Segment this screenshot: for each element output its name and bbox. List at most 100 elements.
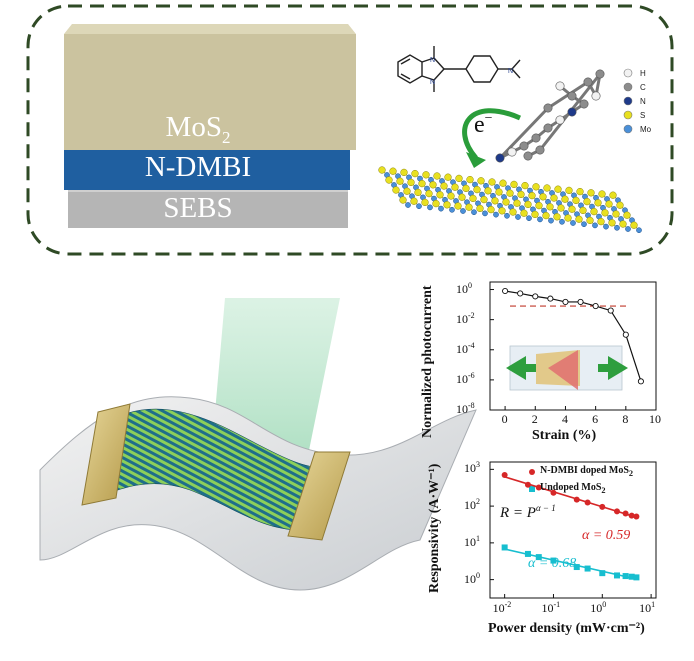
- mos2-layer: [64, 34, 356, 150]
- molybdenum-atom: [636, 227, 642, 234]
- n-atom-label: N: [430, 57, 435, 64]
- sulfur-atom: [535, 201, 543, 210]
- chart1-x-tick-label: 8: [622, 412, 629, 426]
- molecule-bond: [498, 106, 550, 160]
- sulfur-atom: [473, 185, 481, 194]
- legend-undoped: Undoped MoS2: [540, 482, 606, 495]
- sulfur-atom: [554, 185, 562, 193]
- chart1-x-tick-label: 6: [592, 412, 599, 426]
- sulfur-atom: [385, 176, 393, 184]
- sulfur-atom: [480, 195, 488, 204]
- alpha-doped: α = 0.59: [582, 528, 631, 543]
- sulfur-atom: [447, 192, 455, 200]
- sulfur-atom: [586, 216, 594, 225]
- sulfur-atom: [561, 195, 569, 203]
- chart2-point-undoped: [633, 574, 640, 581]
- sulfur-atom: [421, 198, 429, 207]
- chart2-point-undoped: [573, 564, 580, 571]
- molybdenum-atom: [471, 209, 477, 216]
- dashed-border: [26, 4, 674, 256]
- sulfur-atom: [462, 184, 470, 193]
- chart1-x-tick-label: 10: [649, 412, 661, 426]
- sulfur-atom: [502, 198, 510, 206]
- sulfur-atom: [458, 193, 466, 201]
- molybdenum-atom: [559, 218, 565, 225]
- chart1-line: [504, 290, 642, 382]
- chart2-point-doped: [628, 512, 635, 519]
- strain-inset: [506, 345, 628, 391]
- molecule-atom: [579, 99, 589, 109]
- chart2-point-doped: [613, 508, 620, 515]
- layer-stack: [64, 24, 356, 228]
- molecule-atom: [555, 81, 565, 91]
- chart1-y-tick-label: 10-8: [456, 401, 475, 416]
- molecule-atom: [531, 133, 541, 143]
- chart1-y-tick-label: 10-2: [456, 310, 475, 326]
- chart2-point-undoped: [584, 565, 591, 572]
- sulfur-atom: [491, 197, 499, 205]
- atom-legend-label: Mo: [640, 125, 652, 134]
- sulfur-atom: [429, 181, 437, 189]
- sulfur-atom: [488, 178, 496, 186]
- sulfur-atom: [521, 181, 529, 190]
- chart1-xlabel: Strain (%): [532, 428, 597, 443]
- sulfur-atom: [443, 201, 451, 209]
- molybdenum-atom: [603, 223, 609, 230]
- molybdenum-atom: [592, 222, 598, 229]
- sulfur-atom: [407, 178, 415, 187]
- molybdenum-atom: [449, 206, 455, 213]
- sulfur-atom: [590, 207, 598, 216]
- sulfur-atom: [532, 183, 540, 191]
- sulfur-atom: [509, 208, 517, 216]
- legend-marker-doped: [529, 469, 535, 475]
- chart2-point-undoped: [524, 550, 531, 557]
- molybdenum-atom: [438, 205, 444, 212]
- chart2-y-tick-label: 103: [464, 460, 480, 476]
- sulfur-atom: [399, 196, 407, 204]
- sulfur-atom: [425, 189, 433, 198]
- sulfur-atom: [465, 203, 473, 211]
- atom-legend-label: C: [640, 83, 646, 92]
- ndmbi-layer-label: N-DMBI: [144, 151, 252, 183]
- sulfur-atom: [506, 189, 514, 197]
- chart2-point-doped: [573, 496, 580, 503]
- chart1-point: [502, 287, 509, 295]
- atom-legend-dot: [623, 68, 633, 78]
- molybdenum-atom: [548, 217, 554, 224]
- molybdenum-atom: [482, 210, 488, 217]
- molybdenum-atom: [526, 215, 532, 222]
- mos2-lattice: [378, 166, 642, 234]
- sulfur-atom: [608, 219, 616, 227]
- sulfur-atom: [422, 171, 430, 179]
- power-law-equation: R = Pα − 1: [500, 503, 556, 521]
- sulfur-atom: [598, 190, 606, 198]
- molecule-atom: [591, 91, 601, 101]
- chart1-point: [517, 290, 524, 297]
- sulfur-atom: [418, 179, 426, 188]
- molybdenum-atom: [515, 214, 521, 220]
- chart2-point-doped: [550, 489, 557, 496]
- molybdenum-atom: [625, 226, 631, 232]
- molecule-atom: [567, 107, 577, 117]
- sulfur-atom: [579, 206, 587, 215]
- atom-legend-dot: [623, 124, 633, 134]
- atom-legend-dot: [623, 110, 633, 120]
- chart1-point: [562, 298, 569, 305]
- n-atom-label: N: [508, 68, 513, 75]
- sulfur-atom: [469, 194, 477, 203]
- sulfur-atom: [587, 189, 595, 197]
- sulfur-atom: [433, 172, 441, 180]
- molecule-atom: [535, 145, 545, 155]
- molecule-atom: [543, 103, 553, 113]
- chart1-ylabel: Normalized photocurrent: [420, 285, 435, 438]
- sulfur-atom: [550, 194, 558, 202]
- sulfur-atom: [454, 202, 462, 210]
- chart2-point-undoped: [535, 554, 542, 561]
- legend-doped: N-DMBI doped MoS2: [540, 465, 634, 478]
- sulfur-atom: [378, 166, 386, 174]
- sulfur-atom: [410, 197, 418, 205]
- chart2-point-undoped: [599, 570, 606, 577]
- sulfur-atom: [517, 190, 525, 199]
- sulfur-atom: [392, 186, 400, 194]
